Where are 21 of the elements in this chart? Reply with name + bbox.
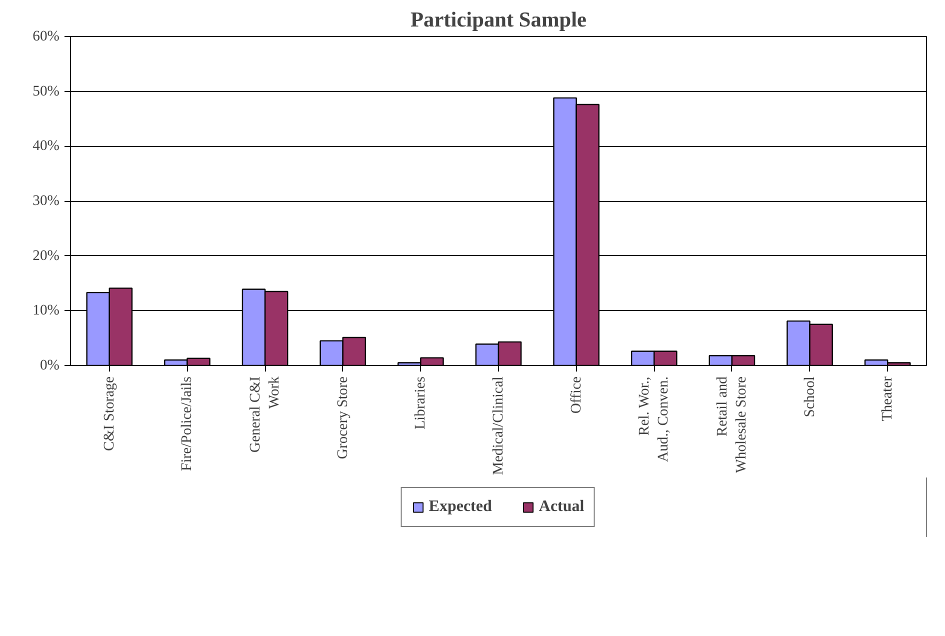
x-tick-label: Office <box>568 376 584 414</box>
x-tick-label: C&I Storage <box>101 376 118 451</box>
x-tick-label: Fire/Police/Jails <box>179 376 196 471</box>
y-tick-label: 20% <box>32 248 60 264</box>
y-tick-label: 40% <box>32 138 60 154</box>
x-tick-label: Medical/Clinical <box>490 376 506 475</box>
x-tick-label: Theater <box>880 376 896 422</box>
legend-label: Actual <box>538 498 584 516</box>
y-tick-label: 60% <box>32 28 60 44</box>
x-tick-label: General C&I Work <box>247 376 283 453</box>
x-tick-label: Rel. Wor., Aud., Conven. <box>636 376 672 462</box>
legend-label: Expected <box>428 498 492 516</box>
y-tick-label: 10% <box>32 302 60 319</box>
y-tick-label: 30% <box>32 193 60 209</box>
x-tick-label: Retail and Wholesale Store <box>714 376 750 473</box>
y-tick-label: 50% <box>32 83 60 100</box>
x-tick-label: Libraries <box>412 376 429 430</box>
chart-title: Participant Sample <box>410 8 586 32</box>
x-tick-label: School <box>802 376 818 418</box>
y-tick-label: 0% <box>40 358 60 374</box>
x-tick-label: Grocery Store <box>334 376 351 460</box>
